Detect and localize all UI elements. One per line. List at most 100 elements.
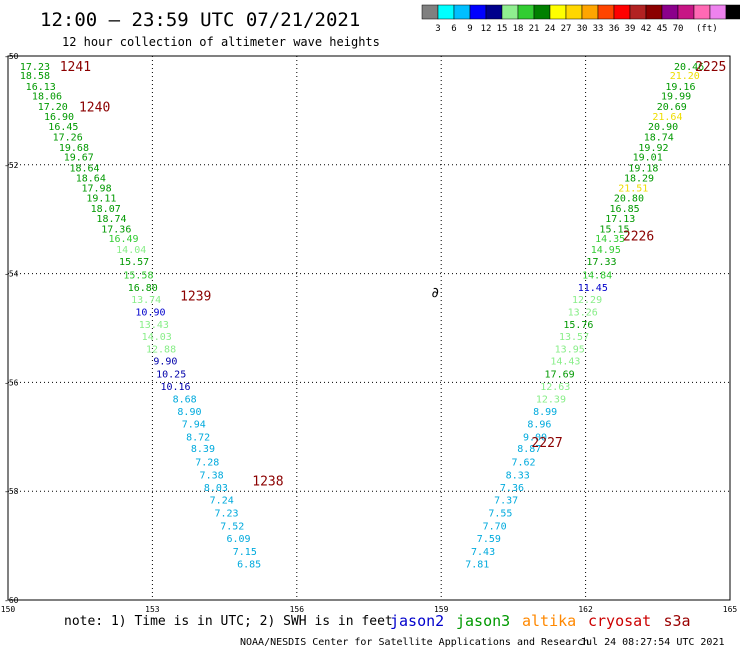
- wave-height-label: 17.33: [586, 257, 616, 268]
- colorbar-swatch: [501, 4, 519, 20]
- pass-time-label: 2227: [531, 436, 562, 451]
- wave-height-label: 13.57: [559, 332, 589, 343]
- wave-height-label: 19.11: [86, 193, 116, 204]
- wave-height-label: 8.87: [517, 444, 541, 455]
- wave-height-label: 12.63: [540, 382, 570, 393]
- wave-height-label: 19.99: [661, 92, 691, 103]
- colorbar-swatch: [565, 4, 583, 20]
- wave-height-label: 18.74: [644, 133, 674, 144]
- wave-height-label: 21.51: [618, 184, 648, 195]
- wave-height-label: 13.43: [139, 320, 169, 331]
- wave-height-label: 7.15: [233, 547, 257, 558]
- wave-height-label: 21.64: [652, 112, 682, 123]
- wave-height-label: 6.09: [227, 534, 251, 545]
- wave-height-label: 18.07: [91, 204, 121, 215]
- wave-height-label: 14.43: [550, 357, 580, 368]
- wave-height-label: 9.90: [153, 357, 177, 368]
- wave-height-label: 17.23: [20, 62, 50, 73]
- wave-height-label: 15.76: [563, 320, 593, 331]
- wave-height-label: 16.49: [108, 234, 138, 245]
- colorbar-swatch: [485, 4, 503, 20]
- colorbar-label: 30: [577, 24, 588, 34]
- colorbar: 3 6 9 12 15 18 21 24 27 30 33 36 39 42 45 70 (ft): [421, 4, 740, 34]
- colorbar-swatch: [677, 4, 695, 20]
- wave-height-label: 20.69: [657, 102, 687, 113]
- colorbar-label: 39: [625, 24, 636, 34]
- wave-height-label: 19.16: [665, 82, 695, 93]
- pass-time-label: 2225: [695, 60, 726, 75]
- wave-height-label: 7.37: [494, 495, 518, 506]
- wave-height-label: 14.03: [142, 332, 172, 343]
- wave-height-label: 14.04: [116, 245, 146, 256]
- colorbar-label: 24: [545, 24, 556, 34]
- colorbar-label: 9: [467, 24, 472, 34]
- y-tick-label: -60: [4, 596, 19, 605]
- wave-height-label: 16.13: [26, 82, 56, 93]
- x-tick-label: 162: [578, 605, 593, 614]
- wave-height-label: 7.81: [465, 560, 489, 571]
- wave-height-label: 20.46: [674, 62, 704, 73]
- wave-height-label: 8.39: [191, 444, 215, 455]
- wave-height-label: 13.95: [555, 345, 585, 356]
- colorbar-label: 12: [481, 24, 492, 34]
- wave-height-label: 7.38: [200, 470, 224, 481]
- x-tick-label: 150: [1, 605, 16, 614]
- colorbar-swatch: [597, 4, 615, 20]
- colorbar-label: 3: [435, 24, 440, 34]
- wave-height-label: 7.36: [500, 483, 524, 494]
- pass-time-label: 1241: [60, 60, 91, 75]
- wave-height-label: 7.24: [210, 495, 234, 506]
- colorbar-swatch: [645, 4, 663, 20]
- pass-time-label: 2226: [623, 230, 654, 245]
- wave-height-label: 7.55: [488, 508, 512, 519]
- wave-height-label: 11.45: [578, 283, 608, 294]
- colorbar-label: 6: [451, 24, 456, 34]
- wave-height-label: 8.03: [204, 483, 228, 494]
- wave-height-label: 7.62: [511, 457, 535, 468]
- wave-height-label: 19.67: [64, 153, 94, 164]
- wave-height-label: 12.88: [146, 345, 176, 356]
- wave-height-label: 16.90: [44, 112, 74, 123]
- footer-note: note: 1) Time is in UTC; 2) SWH is in fe…: [64, 614, 393, 629]
- plot-border: [7, 55, 731, 601]
- wave-height-label: 16.85: [610, 204, 640, 215]
- wave-height-label: 7.52: [220, 521, 244, 532]
- wave-height-label: 14.95: [591, 245, 621, 256]
- colorbar-swatch: [725, 4, 740, 20]
- wave-height-label: 7.28: [195, 457, 219, 468]
- wave-height-label: 15.15: [599, 224, 629, 235]
- colorbar-label: 36: [609, 24, 620, 34]
- wave-height-label: 7.23: [214, 508, 238, 519]
- time-labels: 1241 1240 1239 1238 2225 2226 2227: [60, 60, 727, 490]
- wave-height-label: 10.25: [156, 370, 186, 381]
- chart-title: 12:00 — 23:59 UTC 07/21/2021: [40, 9, 360, 31]
- wave-height-label: 18.58: [20, 71, 50, 82]
- colorbar-swatch: [437, 4, 455, 20]
- wave-height-label: 8.96: [527, 420, 551, 431]
- y-tick-label: -58: [4, 487, 19, 496]
- wave-height-label: 18.06: [32, 92, 62, 103]
- wave-height-label: 16.80: [128, 283, 158, 294]
- wave-height-label: 13.26: [568, 308, 598, 319]
- colorbar-swatch: [517, 4, 535, 20]
- wave-height-label: 21.20: [670, 71, 700, 82]
- legend-s3a: s3a: [664, 612, 691, 630]
- wave-height-label: 18.64: [76, 173, 106, 184]
- wave-height-label: 8.33: [506, 470, 530, 481]
- colorbar-swatch: [469, 4, 487, 20]
- data-marks: 17.2318.5816.1318.0617.2016.9016.4517.26…: [20, 62, 704, 571]
- wave-height-label: 17.98: [82, 184, 112, 195]
- pass-time-label: 1240: [79, 101, 110, 116]
- wave-height-label: 7.94: [182, 420, 206, 431]
- colorbar-swatch: [549, 4, 567, 20]
- wave-height-label: 19.01: [633, 153, 663, 164]
- colorbar-swatch: [613, 4, 631, 20]
- axis-ticks: 150 153 156 159 162 165 -50 -52 -54 -56 -58 -60: [1, 52, 738, 614]
- wave-height-label: 10.90: [135, 308, 165, 319]
- colorbar-label: 18: [513, 24, 524, 34]
- wave-height-label: 14.35: [595, 234, 625, 245]
- x-tick-label: 153: [145, 605, 160, 614]
- y-tick-label: -50: [4, 52, 19, 61]
- wave-height-label: 17.13: [605, 214, 635, 225]
